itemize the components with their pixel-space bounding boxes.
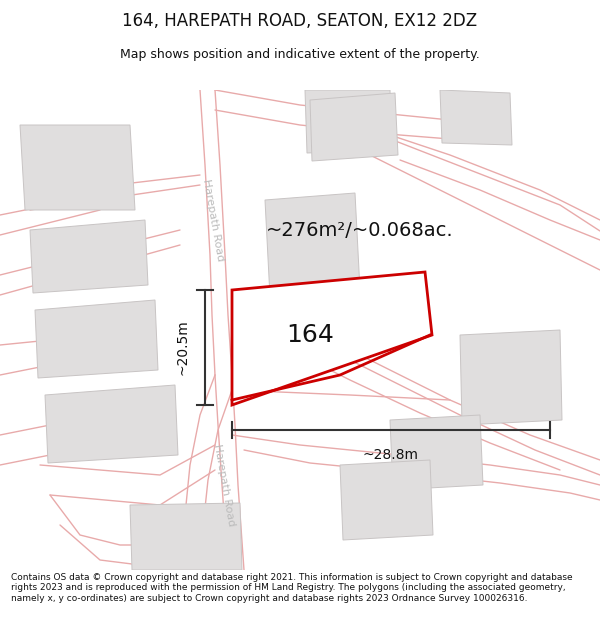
Text: ~28.8m: ~28.8m — [363, 448, 419, 462]
Text: Harepath Road: Harepath Road — [201, 178, 225, 262]
Polygon shape — [440, 90, 512, 145]
Polygon shape — [20, 125, 135, 210]
Text: 164: 164 — [286, 323, 334, 347]
Polygon shape — [35, 300, 158, 378]
Polygon shape — [390, 415, 483, 490]
Text: Map shows position and indicative extent of the property.: Map shows position and indicative extent… — [120, 48, 480, 61]
Polygon shape — [460, 330, 562, 425]
Text: ~276m²/~0.068ac.: ~276m²/~0.068ac. — [266, 221, 454, 239]
Text: 164, HAREPATH ROAD, SEATON, EX12 2DZ: 164, HAREPATH ROAD, SEATON, EX12 2DZ — [122, 12, 478, 31]
Polygon shape — [265, 193, 360, 297]
Polygon shape — [130, 503, 242, 570]
Polygon shape — [45, 385, 178, 463]
Text: Harepath Road: Harepath Road — [212, 443, 236, 527]
Polygon shape — [340, 460, 433, 540]
Text: ~20.5m: ~20.5m — [176, 319, 190, 376]
Text: Contains OS data © Crown copyright and database right 2021. This information is : Contains OS data © Crown copyright and d… — [11, 572, 572, 602]
Polygon shape — [30, 220, 148, 293]
Polygon shape — [310, 93, 398, 161]
Polygon shape — [232, 272, 432, 405]
Polygon shape — [305, 90, 392, 153]
